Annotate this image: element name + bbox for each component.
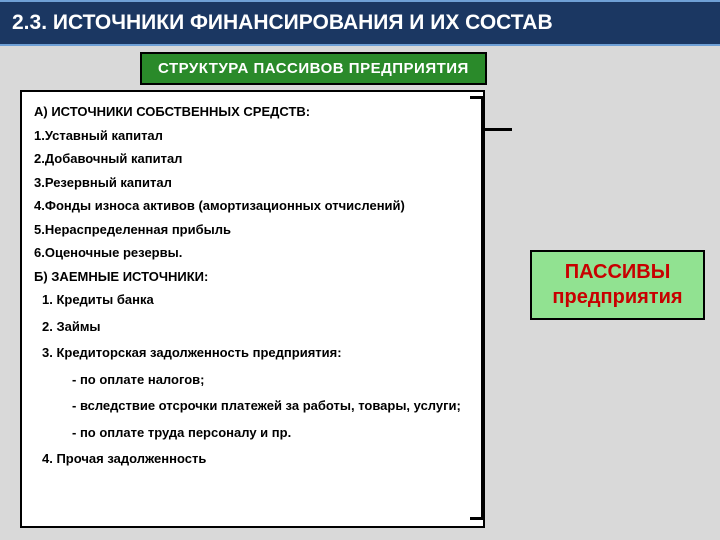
a-item: 6.Оценочные резервы. xyxy=(34,243,471,263)
passiv-box: ПАССИВЫ предприятия xyxy=(530,250,705,320)
section-a-label: А) ИСТОЧНИКИ СОБСТВЕННЫХ СРЕДСТВ: xyxy=(34,102,471,122)
b-item: 4. Прочая задолженность xyxy=(34,449,471,469)
b-item: 2. Займы xyxy=(34,317,471,337)
passiv-line1: ПАССИВЫ xyxy=(536,260,699,285)
bracket-icon xyxy=(470,96,484,520)
b-sub-item: - по оплате налогов; xyxy=(34,370,471,390)
b-sub-item: - по оплате труда персоналу и пр. xyxy=(34,423,471,443)
a-item: 4.Фонды износа активов (амортизационных … xyxy=(34,196,471,216)
b-sub-item: - вследствие отсрочки платежей за работы… xyxy=(34,396,471,416)
content-box: А) ИСТОЧНИКИ СОБСТВЕННЫХ СРЕДСТВ: 1.Уста… xyxy=(20,90,485,528)
a-item: 1.Уставный капитал xyxy=(34,126,471,146)
bracket-connector xyxy=(484,128,512,131)
page-title: 2.3. ИСТОЧНИКИ ФИНАНСИРОВАНИЯ И ИХ СОСТА… xyxy=(0,0,720,46)
section-b-label: Б) ЗАЕМНЫЕ ИСТОЧНИКИ: xyxy=(34,267,471,287)
passiv-line2: предприятия xyxy=(536,285,699,310)
b-item: 1. Кредиты банка xyxy=(34,290,471,310)
subtitle-box: СТРУКТУРА ПАССИВОВ ПРЕДПРИЯТИЯ xyxy=(140,52,487,85)
a-item: 2.Добавочный капитал xyxy=(34,149,471,169)
a-item: 5.Нераспределенная прибыль xyxy=(34,220,471,240)
a-item: 3.Резервный капитал xyxy=(34,173,471,193)
b-item: 3. Кредиторская задолженность предприяти… xyxy=(34,343,471,363)
